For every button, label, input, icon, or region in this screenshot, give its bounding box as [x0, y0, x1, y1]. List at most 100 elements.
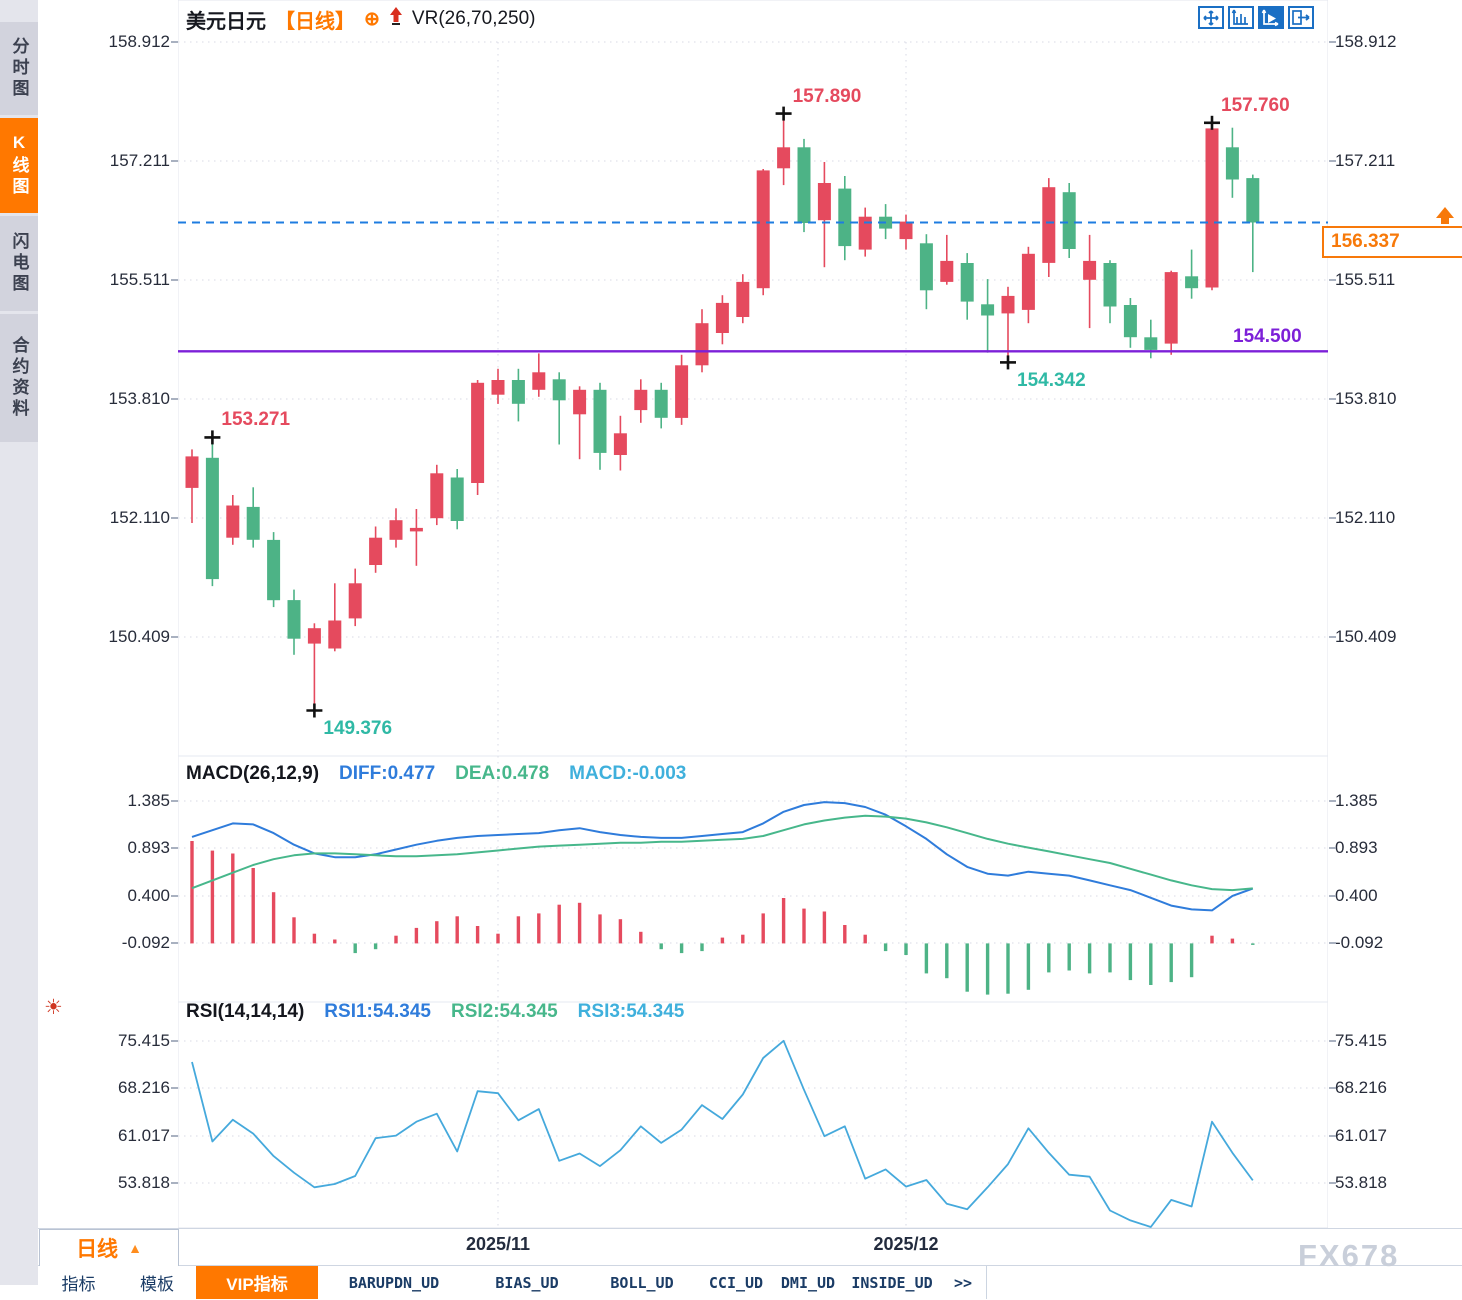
- rsi-tick-label: 75.415: [118, 1031, 170, 1050]
- price-tick-label: 155.511: [1335, 270, 1396, 289]
- axis-tick-mark: [1329, 517, 1336, 519]
- macd-tick-label: 1.385: [127, 791, 170, 810]
- macd-tick-label: 0.893: [127, 838, 170, 857]
- add-indicator-icon[interactable]: ⊕: [364, 8, 380, 30]
- macd-tick-label: 1.385: [1335, 791, 1378, 810]
- price-tick-label: 155.511: [109, 270, 170, 289]
- macd-tick-label: 0.893: [1335, 838, 1378, 857]
- bottom-tab-8[interactable]: DMI_UD: [772, 1266, 845, 1299]
- rsi3-value: RSI3:54.345: [577, 1001, 685, 1022]
- up-arrow-icon: [389, 7, 403, 31]
- axis-tick-mark: [171, 41, 178, 43]
- macd-tick-label: -0.092: [121, 933, 170, 952]
- current-price-box: 156.337: [1322, 226, 1462, 258]
- bottom-tab-2[interactable]: 模板: [118, 1266, 197, 1299]
- rsi2-value: RSI2:54.345: [450, 1001, 558, 1022]
- rsi1-value: RSI1:54.345: [324, 1001, 431, 1022]
- macd-dea-value: DEA:0.478: [455, 763, 550, 784]
- bottom-tab-3[interactable]: VIP指标: [196, 1266, 319, 1299]
- rsi-tick-label: 75.415: [1335, 1031, 1387, 1050]
- rsi-tick-label: 68.216: [1335, 1078, 1387, 1097]
- price-tick-label: 158.912: [1335, 32, 1397, 51]
- sidebar-item-3[interactable]: 闪电图: [0, 216, 38, 311]
- axis-range-icon[interactable]: [1228, 6, 1254, 29]
- axis-tick-mark: [171, 517, 178, 519]
- sidebar-item-2[interactable]: K线图: [0, 118, 38, 213]
- price-annotation-label: 157.760: [1221, 94, 1290, 116]
- axis-tick-mark: [1329, 1040, 1336, 1042]
- macd-diff-value: DIFF:0.477: [339, 763, 436, 784]
- axis-tick-mark: [1329, 847, 1336, 849]
- bottom-tab-1[interactable]: 指标: [39, 1266, 119, 1299]
- price-tick-label: 153.810: [1335, 389, 1397, 408]
- vr-indicator-label: VR(26,70,250): [411, 8, 536, 29]
- axis-tick-mark: [1329, 636, 1336, 638]
- axis-tick-mark: [1329, 1087, 1336, 1089]
- x-axis-date-label: 2025/12: [873, 1234, 939, 1254]
- bottom-tab-6[interactable]: BOLL_UD: [584, 1266, 701, 1299]
- axis-tick-mark: [1329, 398, 1336, 400]
- axis-tick-mark: [171, 1040, 178, 1042]
- price-tick-label: 150.409: [1335, 627, 1397, 646]
- axis-tick-mark: [1329, 1182, 1336, 1184]
- axis-tick-mark: [171, 160, 178, 162]
- macd-tick-label: 0.400: [1335, 886, 1378, 905]
- sidebar-item-4[interactable]: 合约资料: [0, 314, 38, 442]
- price-annotation-label: 153.271: [221, 409, 291, 431]
- macd-title: MACD(26,12,9): [186, 763, 320, 784]
- bottom-tab-9[interactable]: INSIDE_UD: [844, 1266, 941, 1299]
- rsi-tick-label: 68.216: [118, 1078, 170, 1097]
- price-tick-label: 157.211: [109, 151, 170, 170]
- bottom-tab-bar: 指标 模板 VIP指标 BARUPDN_UD BIAS_UD BOLL_UD CCI_UD D…: [38, 1266, 1462, 1300]
- x-axis-row: [38, 1228, 1462, 1266]
- watermark: FX678: [1298, 1238, 1400, 1273]
- axis-tick-mark: [1329, 279, 1336, 281]
- price-tick-label: 152.110: [109, 508, 170, 527]
- axis-tick-mark: [1329, 41, 1336, 43]
- rsi-tick-label: 53.818: [1335, 1173, 1387, 1192]
- bottom-tab-10[interactable]: >>: [940, 1266, 987, 1299]
- exit-chart-icon[interactable]: [1288, 6, 1314, 29]
- sidebar-item-1[interactable]: 分时图: [0, 22, 38, 115]
- symbol-title: 美元日元: [186, 10, 266, 33]
- axis-tick-mark: [171, 1135, 178, 1137]
- axis-tick-mark: [171, 398, 178, 400]
- period-selector-button[interactable]: 日线 ▲: [39, 1229, 179, 1267]
- sun-icon[interactable]: ☀: [44, 996, 63, 1019]
- rsi-tick-label: 53.818: [118, 1173, 170, 1192]
- axis-tick-mark: [1329, 800, 1336, 802]
- price-tick-label: 158.912: [108, 32, 170, 51]
- rsi-tick-label: 61.017: [118, 1126, 170, 1145]
- chart-header: 美元日元 【日线】 ⊕ VR(26,70,250): [186, 5, 536, 33]
- axis-tick-mark: [1329, 895, 1336, 897]
- period-tag[interactable]: 【日线】: [275, 10, 355, 33]
- axis-play-icon[interactable]: [1258, 6, 1284, 29]
- sidebar: 分时图 K线图 闪电图 合约资料: [0, 0, 38, 1285]
- price-annotation-label: 157.890: [792, 85, 862, 107]
- axis-tick-mark: [171, 847, 178, 849]
- period-selector-label: 日线: [76, 1238, 119, 1261]
- bottom-tab-5[interactable]: BIAS_UD: [470, 1266, 585, 1299]
- axis-tick-mark: [171, 942, 178, 944]
- price-up-arrow-stem: [1441, 218, 1449, 224]
- support-line-label: 154.500: [1233, 326, 1302, 348]
- axis-tick-mark: [1329, 942, 1336, 944]
- price-up-arrow-icon: [1436, 207, 1454, 218]
- bottom-tab-4[interactable]: BARUPDN_UD: [318, 1266, 471, 1299]
- pan-crosshair-icon[interactable]: [1198, 6, 1224, 29]
- bottom-tab-7[interactable]: CCI_UD: [700, 1266, 773, 1299]
- axis-tick-mark: [171, 279, 178, 281]
- rsi-title: RSI(14,14,14): [186, 1001, 305, 1022]
- axis-tick-mark: [171, 895, 178, 897]
- macd-title-row: MACD(26,12,9) DIFF:0.477 DEA:0.478 MACD:…: [186, 763, 686, 785]
- price-tick-label: 152.110: [1335, 508, 1396, 527]
- axis-tick-mark: [171, 1182, 178, 1184]
- axis-tick-mark: [171, 1087, 178, 1089]
- axis-tick-mark: [171, 636, 178, 638]
- price-tick-label: 153.810: [108, 389, 170, 408]
- axis-tick-mark: [1329, 1135, 1336, 1137]
- chart-plot-area[interactable]: [178, 0, 1328, 1228]
- price-tick-label: 150.409: [108, 627, 170, 646]
- period-selector-arrow-icon: ▲: [128, 1240, 142, 1256]
